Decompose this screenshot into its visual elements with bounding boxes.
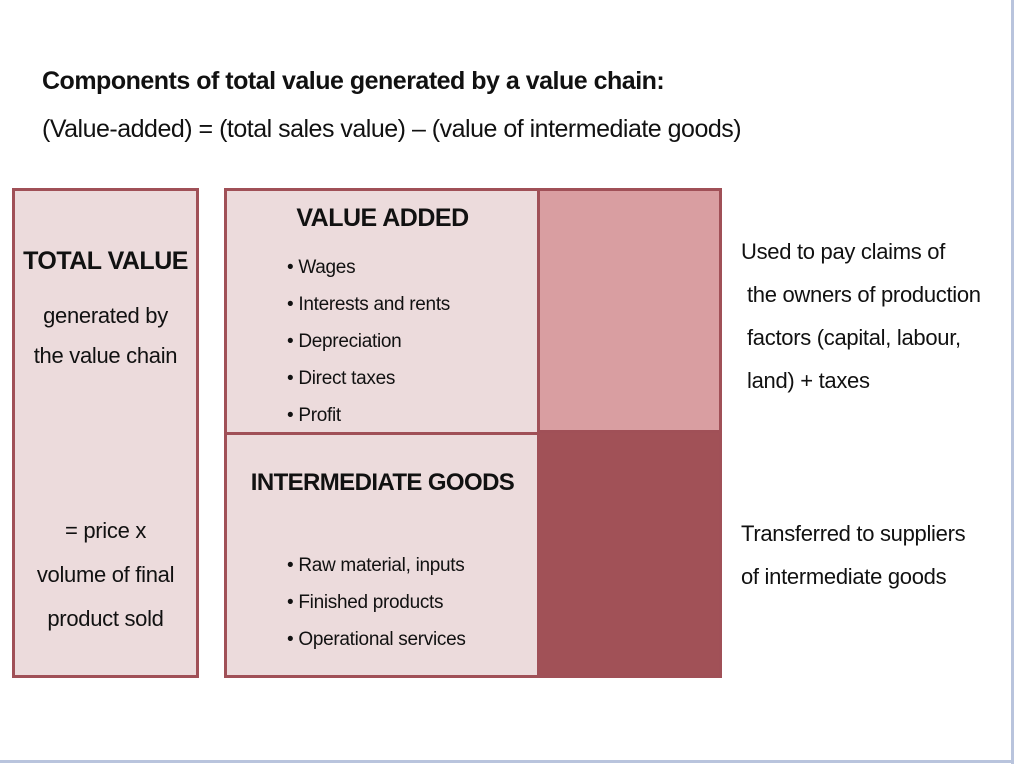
value-added-note-line: the owners of production	[747, 282, 981, 307]
total-value-formula-line: = price x	[64, 518, 147, 543]
intermediate-goods-note-line: of intermediate goods	[741, 564, 947, 589]
intermediate-goods-item: Operational services	[287, 621, 466, 658]
total-value-subtitle: generated by the value chain	[15, 296, 196, 376]
value-added-formula: (Value-added) = (total sales value) – (v…	[42, 115, 742, 143]
frame-border-bottom	[0, 760, 1014, 763]
intermediate-goods-box: INTERMEDIATE GOODS Raw material, inputs …	[224, 432, 541, 678]
value-added-item: Interests and rents	[287, 286, 450, 323]
total-value-formula: = price x volume of final product sold	[15, 509, 196, 641]
total-value-formula-line: product sold	[47, 606, 164, 631]
value-added-note-line: land) + taxes	[747, 368, 870, 393]
intermediate-goods-list: Raw material, inputs Finished products O…	[287, 547, 466, 658]
intermediate-goods-note: Transferred to suppliers of intermediate…	[741, 512, 966, 598]
intermediate-goods-item: Raw material, inputs	[287, 547, 466, 584]
total-value-title: TOTAL VALUE	[23, 247, 188, 275]
value-added-note: Used to pay claims of the owners of prod…	[741, 230, 981, 402]
value-added-item: Wages	[287, 249, 450, 286]
value-added-note-line: factors (capital, labour,	[747, 325, 961, 350]
value-added-color-block	[537, 188, 722, 434]
total-value-box: TOTAL VALUE generated by the value chain…	[12, 188, 199, 678]
value-added-item: Direct taxes	[287, 360, 450, 397]
total-value-subtitle-line: the value chain	[33, 343, 178, 368]
intermediate-goods-item: Finished products	[287, 584, 466, 621]
intermediate-goods-color-block	[537, 430, 722, 678]
diagram-heading: Components of total value generated by a…	[42, 67, 665, 95]
value-added-item: Depreciation	[287, 323, 450, 360]
value-added-list: Wages Interests and rents Depreciation D…	[287, 249, 450, 434]
total-value-subtitle-line: generated by	[43, 303, 168, 328]
intermediate-goods-title: INTERMEDIATE GOODS	[250, 469, 515, 496]
total-value-formula-line: volume of final	[36, 562, 175, 587]
value-added-title: VALUE ADDED	[296, 204, 469, 232]
value-added-item: Profit	[287, 397, 450, 434]
value-added-note-line: Used to pay claims of	[741, 239, 946, 264]
frame-border-right	[1011, 0, 1014, 764]
intermediate-goods-note-line: Transferred to suppliers	[741, 521, 966, 546]
value-added-box: VALUE ADDED Wages Interests and rents De…	[224, 188, 541, 436]
